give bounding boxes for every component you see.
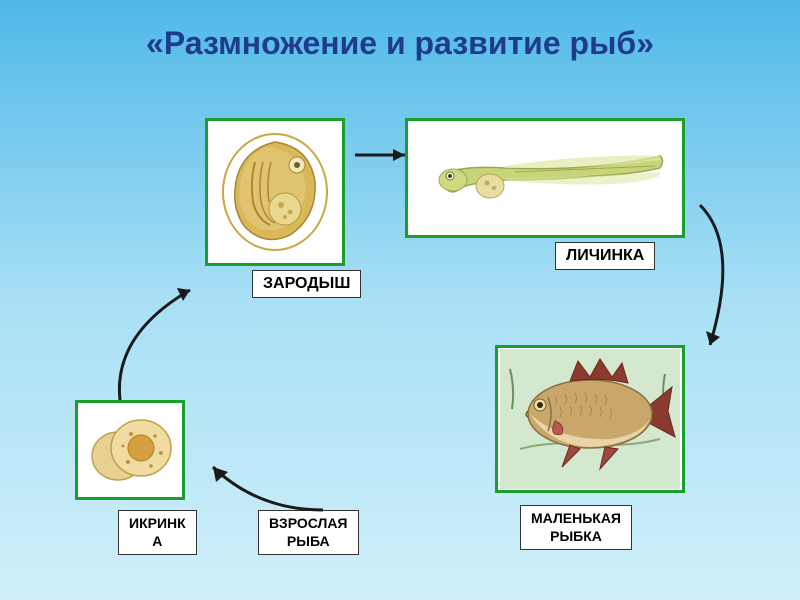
egg-illustration — [83, 408, 178, 493]
arrow-larva-to-fry — [680, 195, 760, 360]
larva-illustration — [415, 128, 675, 228]
arrow-embryo-to-larva — [350, 135, 420, 175]
stage-embryo — [205, 118, 345, 266]
page-title: «Размножение и развитие рыб» — [0, 0, 800, 62]
stage-larva — [405, 118, 685, 238]
label-larva: ЛИЧИНКА — [555, 242, 655, 270]
arrow-adult-to-egg — [198, 455, 338, 530]
label-fry: МАЛЕНЬКАЯРЫБКА — [520, 505, 632, 550]
arrow-egg-to-embryo — [95, 275, 215, 415]
stage-egg — [75, 400, 185, 500]
stage-fry — [495, 345, 685, 493]
embryo-illustration — [215, 127, 335, 257]
label-egg: ИКРИНКА — [118, 510, 197, 555]
fry-illustration — [500, 349, 680, 489]
label-embryo: ЗАРОДЫШ — [252, 270, 361, 298]
